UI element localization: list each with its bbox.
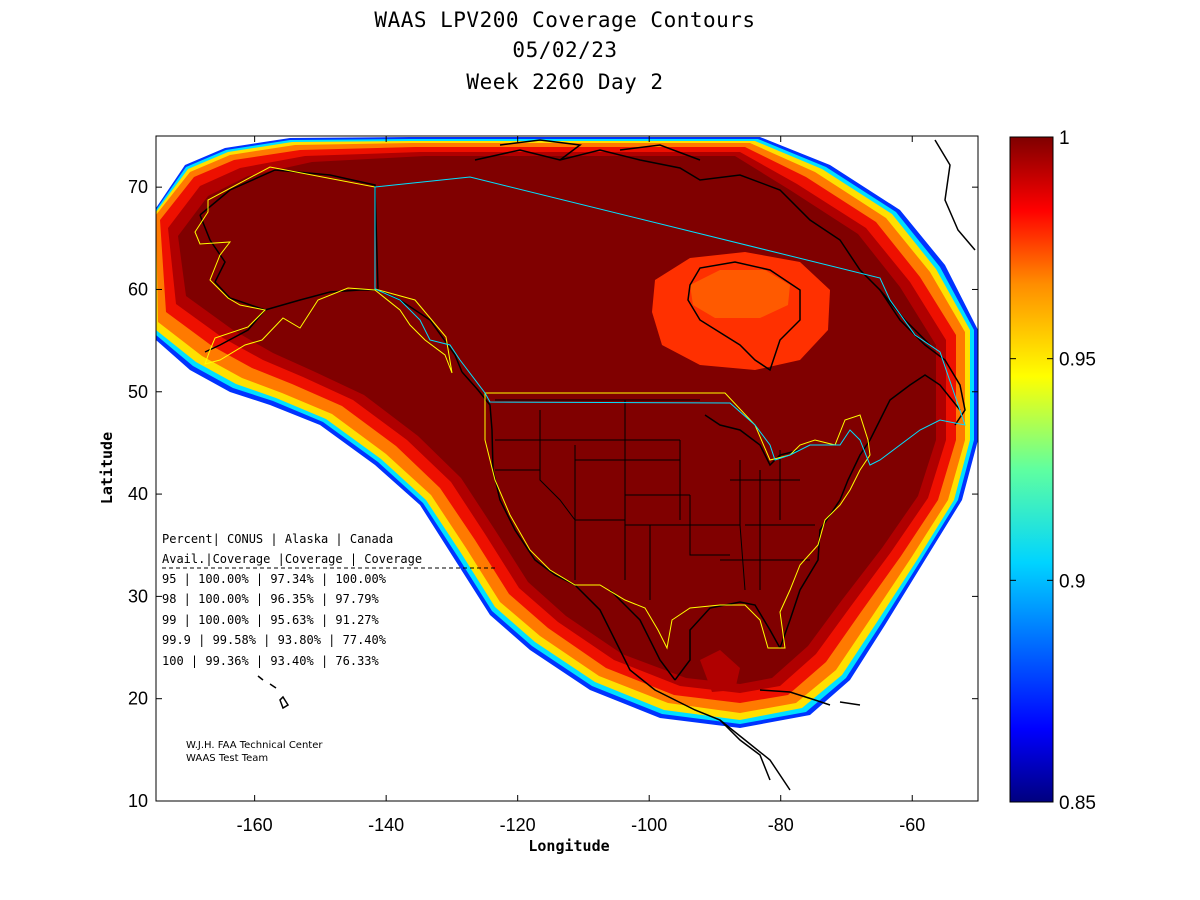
credit-line-2: WAAS Test Team bbox=[186, 753, 268, 764]
table-header-1: Percent| CONUS | Alaska | Canada bbox=[162, 532, 393, 546]
region-outlines bbox=[194, 166, 966, 650]
y-tick-label: 10 bbox=[128, 791, 148, 811]
coverage-table: Percent| CONUS | Alaska | Canada Avail.|… bbox=[162, 532, 495, 668]
y-tick-label: 40 bbox=[128, 484, 148, 504]
x-tick-label: -160 bbox=[237, 815, 273, 835]
colorbar bbox=[1009, 136, 1054, 803]
contour-patch-gulf bbox=[700, 650, 740, 692]
y-tick-label: 20 bbox=[128, 689, 148, 709]
y-tick-label: 70 bbox=[128, 177, 148, 197]
chart-week-day: Week 2260 Day 2 bbox=[466, 70, 664, 94]
alaska-region-outline bbox=[194, 166, 453, 374]
y-tick-label: 60 bbox=[128, 279, 148, 299]
state-borders bbox=[495, 399, 815, 600]
x-tick-label: -100 bbox=[631, 815, 667, 835]
plot-frame bbox=[155, 135, 979, 802]
colorbar-tick-label: 0.9 bbox=[1059, 571, 1085, 592]
canada-region-outline bbox=[374, 176, 966, 466]
credit-line-1: W.J.H. FAA Technical Center bbox=[186, 740, 323, 751]
y-tick-label: 50 bbox=[128, 382, 148, 402]
coastlines bbox=[199, 139, 976, 791]
colorbar-ticks: 1 0.95 0.9 0.85 bbox=[1010, 128, 1096, 814]
colorbar-tick-label: 1 bbox=[1059, 128, 1070, 149]
coverage-contours bbox=[156, 137, 978, 728]
conus-region-outline bbox=[484, 392, 871, 650]
y-axis-ticks: 10 20 30 40 50 60 70 bbox=[128, 177, 978, 811]
table-row: 99 | 100.00% | 95.63% | 91.27% bbox=[162, 613, 380, 627]
x-axis-label: Longitude bbox=[528, 837, 609, 855]
colorbar-tick-label: 0.95 bbox=[1059, 350, 1096, 371]
chart-title: WAAS LPV200 Coverage Contours bbox=[374, 8, 756, 32]
table-row: 100 | 99.36% | 93.40% | 76.33% bbox=[162, 654, 380, 668]
contour-patch-hudson-inner bbox=[690, 270, 790, 318]
y-axis-label: Latitude bbox=[98, 432, 116, 504]
x-axis-ticks: -160 -140 -120 -100 -80 -60 bbox=[237, 136, 925, 835]
table-row: 98 | 100.00% | 96.35% | 97.79% bbox=[162, 592, 380, 606]
x-tick-label: -140 bbox=[368, 815, 404, 835]
table-header-2: Avail.|Coverage |Coverage | Coverage bbox=[162, 552, 422, 566]
x-tick-label: -120 bbox=[500, 815, 536, 835]
colorbar-tick-label: 0.85 bbox=[1059, 793, 1096, 814]
y-tick-label: 30 bbox=[128, 586, 148, 606]
table-row: 95 | 100.00% | 97.34% | 100.00% bbox=[162, 572, 387, 586]
chart-date: 05/02/23 bbox=[512, 38, 618, 62]
x-tick-label: -80 bbox=[768, 815, 794, 835]
x-tick-label: -60 bbox=[899, 815, 925, 835]
table-row: 99.9 | 99.58% | 93.80% | 77.40% bbox=[162, 633, 387, 647]
